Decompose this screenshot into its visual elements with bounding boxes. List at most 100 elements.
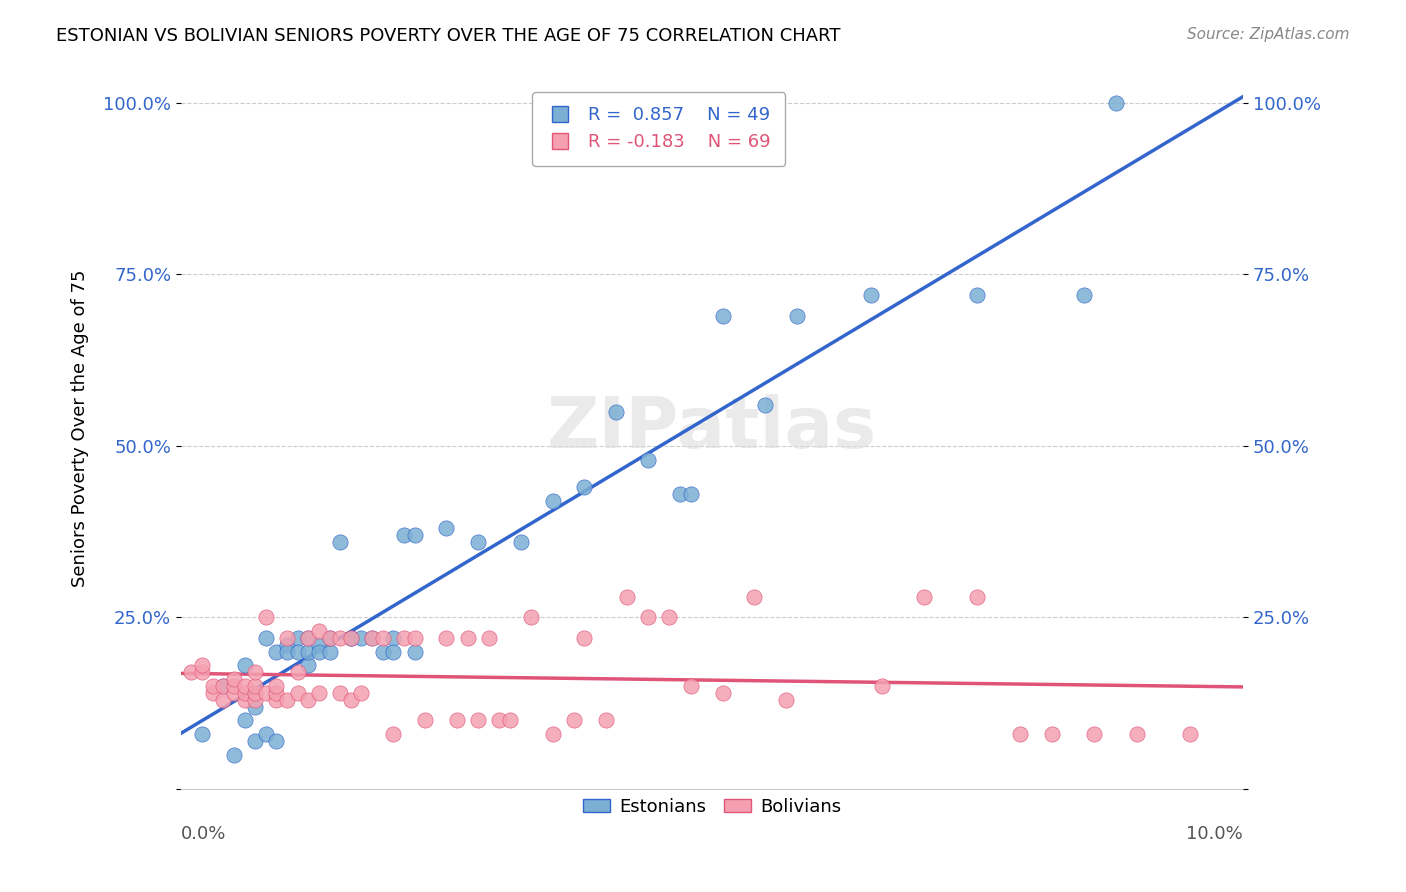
Point (191, 665, 214, 680)
Point (222, 686, 245, 700)
Point (212, 679, 235, 693)
Point (488, 714, 510, 728)
Point (446, 714, 468, 728)
Point (711, 309, 734, 323)
Point (191, 727, 214, 741)
Point (786, 309, 808, 323)
Point (541, 493, 564, 508)
Point (339, 631, 361, 645)
Point (605, 404, 627, 418)
Point (266, 693, 288, 707)
Point (966, 288, 988, 302)
Point (212, 679, 235, 693)
Point (711, 686, 734, 700)
Point (297, 631, 319, 645)
Text: Source: ZipAtlas.com: Source: ZipAtlas.com (1187, 27, 1350, 42)
Point (520, 610, 543, 624)
Point (276, 645, 298, 659)
Point (382, 727, 405, 741)
Point (1040, 727, 1063, 741)
Point (499, 714, 522, 728)
Point (233, 693, 256, 707)
Point (404, 528, 426, 542)
Point (245, 686, 267, 700)
Point (266, 679, 288, 693)
Point (287, 686, 309, 700)
Point (1083, 727, 1105, 741)
Point (266, 645, 288, 659)
Point (254, 686, 277, 700)
Point (180, 665, 202, 680)
Point (775, 693, 797, 707)
Point (254, 631, 277, 645)
Point (404, 645, 426, 659)
Point (562, 714, 585, 728)
Point (276, 631, 298, 645)
Point (222, 672, 245, 686)
Point (392, 631, 415, 645)
Point (371, 631, 394, 645)
Point (297, 693, 319, 707)
Point (308, 624, 330, 639)
Text: 10.0%: 10.0% (1187, 825, 1243, 843)
Point (637, 610, 659, 624)
Text: 0.0%: 0.0% (181, 825, 226, 843)
Point (308, 645, 330, 659)
Point (266, 686, 288, 700)
Point (371, 645, 394, 659)
Point (860, 288, 883, 302)
Point (287, 631, 309, 645)
Point (245, 679, 267, 693)
Point (870, 679, 893, 693)
Legend: Estonians, Bolivians: Estonians, Bolivians (575, 790, 848, 823)
Point (318, 645, 340, 659)
Point (434, 521, 457, 535)
Text: ZIPatlas: ZIPatlas (547, 394, 877, 463)
Point (478, 631, 501, 645)
Point (754, 398, 776, 412)
Point (329, 686, 352, 700)
Point (382, 631, 405, 645)
Point (637, 452, 659, 467)
Point (245, 734, 267, 748)
Point (467, 535, 489, 549)
Point (297, 631, 319, 645)
Point (191, 658, 214, 673)
Point (201, 679, 224, 693)
Point (329, 535, 352, 549)
Point (339, 693, 361, 707)
Point (287, 665, 309, 680)
Point (457, 631, 479, 645)
Point (245, 665, 267, 680)
Point (297, 645, 319, 659)
Point (350, 631, 373, 645)
Point (679, 679, 702, 693)
Point (616, 590, 638, 604)
Point (574, 480, 596, 494)
Point (245, 699, 267, 714)
Point (308, 686, 330, 700)
Text: ESTONIAN VS BOLIVIAN SENIORS POVERTY OVER THE AGE OF 75 CORRELATION CHART: ESTONIAN VS BOLIVIAN SENIORS POVERTY OVE… (56, 27, 841, 45)
Point (1104, 95, 1126, 110)
Point (287, 645, 309, 659)
Point (966, 590, 988, 604)
Point (233, 679, 256, 693)
Point (308, 638, 330, 652)
Point (392, 528, 415, 542)
Point (318, 631, 340, 645)
Point (254, 727, 277, 741)
Point (339, 631, 361, 645)
Point (318, 631, 340, 645)
Point (233, 658, 256, 673)
Point (658, 610, 681, 624)
Point (361, 631, 384, 645)
Point (1126, 727, 1149, 741)
Point (541, 727, 564, 741)
Point (382, 645, 405, 659)
Point (266, 734, 288, 748)
Point (1178, 727, 1201, 741)
Point (1073, 288, 1095, 302)
Point (254, 610, 277, 624)
Point (912, 590, 935, 604)
Point (744, 590, 766, 604)
